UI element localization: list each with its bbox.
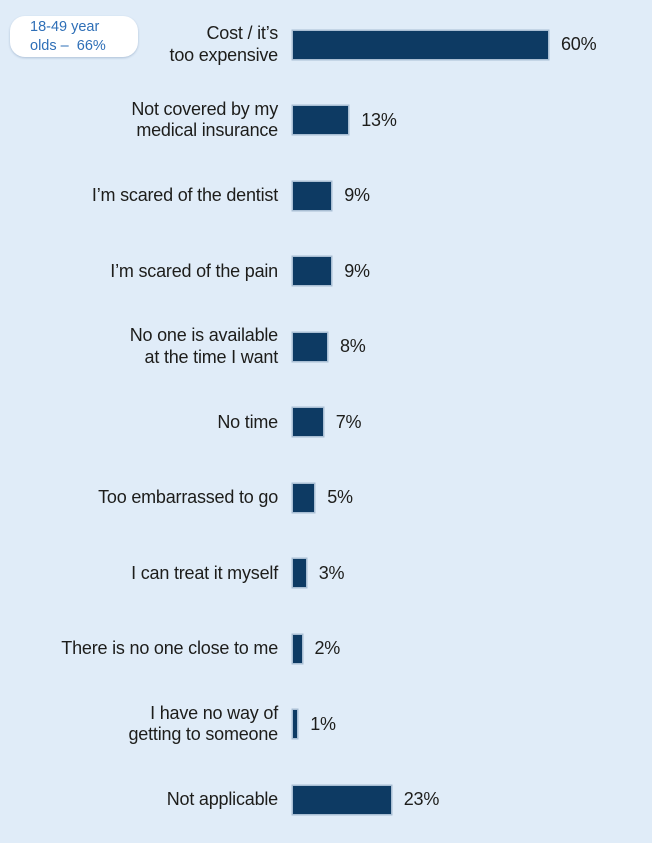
value-label: 9% [344,185,370,206]
category-label: Not covered by my medical insurance [131,98,278,141]
category-label: I’m scared of the dentist [91,185,278,205]
category-label: No one is available at the time I want [129,325,278,367]
chart-row: I’m scared of the dentist 9% [0,158,652,234]
bar [293,710,298,739]
category-label: Too embarrassed to go [98,487,278,507]
value-label: 60% [561,34,597,55]
category-label: I can treat it myself [131,562,278,583]
category-label: I’m scared of the pain [110,260,278,281]
chart-row: There is no one close to me 2% [0,611,652,687]
category-label: I have no way of getting to someone [128,702,278,745]
callout-line: olds – 66% [30,37,106,54]
chart-row: No one is available at the time I want 8% [0,309,652,385]
chart-row: I’m scared of the pain 9% [0,234,652,310]
chart-row: Not covered by my medical insurance 13% [0,83,652,159]
chart-row: I can treat it myself 3% [0,536,652,612]
value-label: 5% [327,487,353,508]
bar [293,483,315,512]
category-label: Cost / it’s too expensive [169,23,279,65]
bar [293,181,332,210]
bar [293,257,332,286]
chart-row: No time 7% [0,385,652,461]
value-label: 2% [314,638,341,659]
bar [293,408,323,437]
value-label: 7% [335,411,362,432]
value-label: 3% [318,562,345,583]
bar [293,634,302,663]
category-label: No time [217,411,278,432]
bar [293,332,327,361]
age-group-callout: 18-49 year olds – 66% [10,16,138,57]
chart-row: Not applicable 23% [0,762,652,838]
callout-line: 18-49 year [30,18,100,35]
value-label: 23% [403,789,440,810]
value-label: 13% [361,109,397,130]
category-label: Not applicable [166,789,278,809]
chart-rows: Cost / it’s too expensive 60% Not covered b… [0,7,652,838]
category-label: There is no one close to me [61,638,278,658]
bar [293,785,391,814]
bar [293,559,306,588]
value-label: 9% [344,260,370,281]
chart-row: I have no way of getting to someone 1% [0,687,652,763]
bar [293,106,349,135]
chart-row: Cost / it’s too expensive 60% [0,7,652,83]
bar [293,30,548,59]
value-label: 1% [310,713,336,734]
value-label: 8% [340,336,366,357]
chart-row: Too embarrassed to go 5% [0,460,652,536]
